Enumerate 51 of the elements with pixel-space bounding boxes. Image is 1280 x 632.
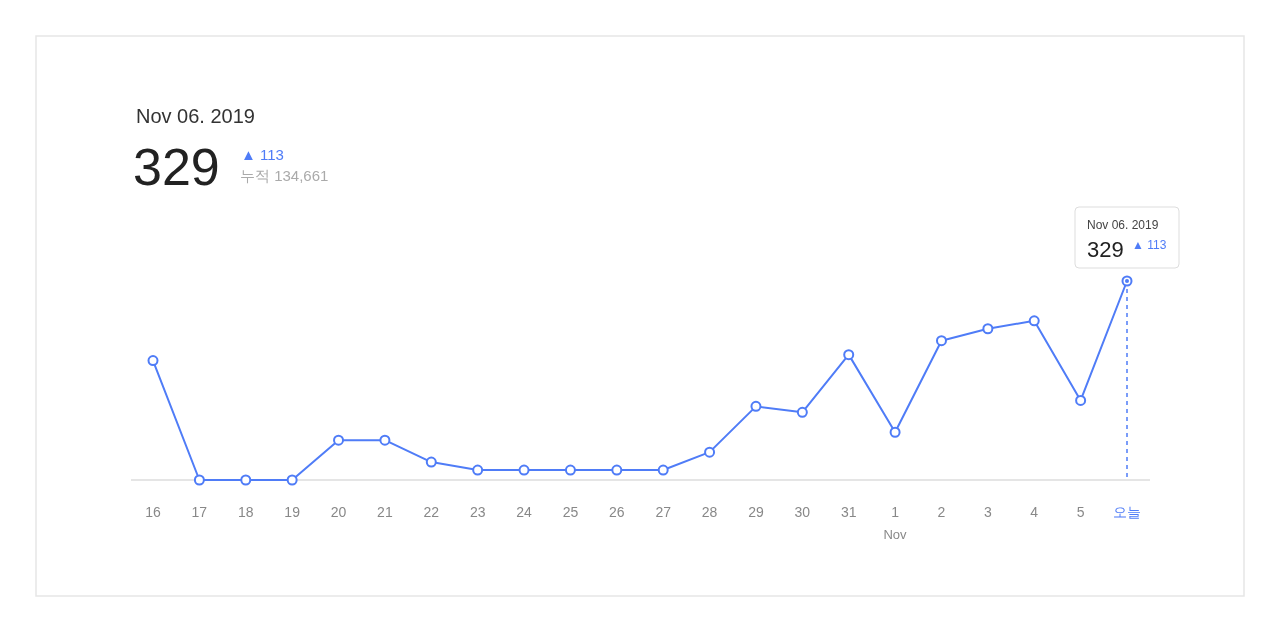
point	[982, 323, 994, 335]
x-tick-label: 5	[1076, 504, 1085, 520]
x-tick-label: 27	[655, 504, 672, 520]
chart-title: Nov 06. 2019	[1087, 218, 1159, 232]
point	[611, 464, 623, 476]
point	[240, 474, 252, 486]
point	[1075, 394, 1087, 406]
text: ▲ 113	[1132, 238, 1167, 252]
point	[564, 464, 576, 476]
x-tick-label: 24	[516, 504, 533, 520]
text: ▲ 113	[241, 146, 284, 163]
point	[704, 446, 716, 458]
point	[425, 456, 437, 468]
x-tick-label: 31	[840, 504, 857, 520]
x-tick-label: 1	[891, 504, 900, 520]
x-tick-label: 오늘	[1113, 504, 1141, 520]
x-tick-label: 16	[145, 504, 161, 520]
point	[843, 349, 855, 361]
x-tick-label: 25	[562, 504, 579, 520]
point	[518, 464, 530, 476]
point	[750, 400, 762, 412]
x-tick-label: 26	[609, 504, 625, 520]
point	[193, 474, 205, 486]
x-tick-label: 23	[469, 504, 486, 520]
point	[472, 464, 484, 476]
text: 누적 134,661	[240, 167, 329, 184]
x-tick-label: 18	[237, 504, 254, 520]
x-tick-label: 29	[748, 504, 764, 520]
x-tick-label: 4	[1030, 504, 1039, 520]
text: Nov	[883, 527, 908, 542]
x-tick-label: 2	[937, 504, 946, 520]
point	[147, 355, 159, 367]
point	[286, 474, 298, 486]
point	[657, 464, 669, 476]
point	[1028, 315, 1040, 327]
text: Nov 06. 2019	[136, 105, 255, 127]
point	[935, 335, 947, 347]
point	[379, 434, 391, 446]
x-tick-label: 20	[330, 504, 347, 520]
point	[796, 406, 808, 418]
text: 329	[133, 138, 220, 196]
x-tick-label: 30	[794, 504, 811, 520]
x-tick-label: 21	[377, 504, 393, 520]
x-tick-label: 3	[983, 504, 992, 520]
x-tick-label: 19	[284, 504, 301, 520]
text: 329	[1087, 237, 1124, 262]
x-tick-label: 28	[701, 504, 718, 520]
point	[889, 426, 901, 438]
point	[333, 434, 345, 446]
x-tick-label: 17	[191, 504, 208, 520]
x-tick-label: 22	[423, 504, 440, 520]
